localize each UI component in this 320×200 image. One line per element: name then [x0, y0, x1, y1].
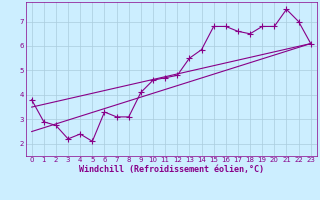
- X-axis label: Windchill (Refroidissement éolien,°C): Windchill (Refroidissement éolien,°C): [79, 165, 264, 174]
